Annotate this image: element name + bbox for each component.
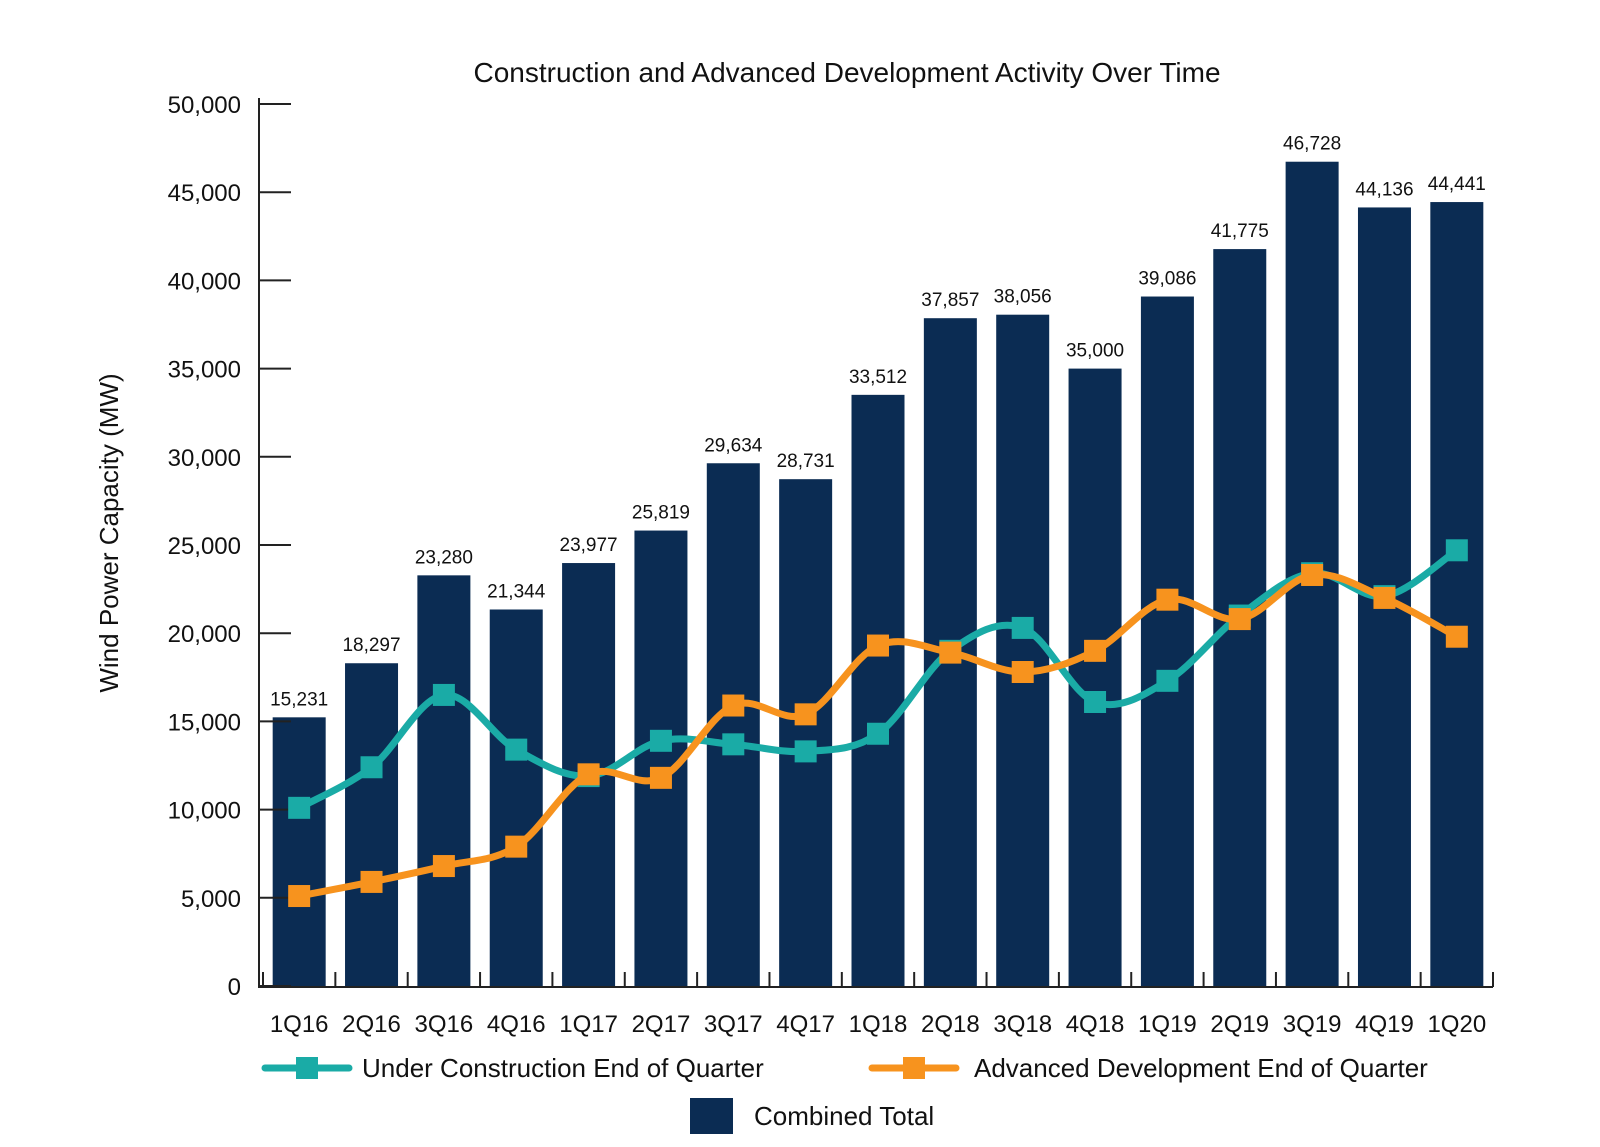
y-tick-label-50000: 50,000 [168, 92, 241, 119]
under-construction-end-of-quarter-marker-3q18 [1011, 616, 1034, 639]
x-tick-label-2q18: 2Q18 [921, 1011, 980, 1038]
x-tick-label-3q18: 3Q18 [993, 1011, 1052, 1038]
legend-label-under-construction-end-of-quarter: Under Construction End of Quarter [362, 1053, 764, 1083]
advanced-development-end-of-quarter-marker-3q18 [1011, 661, 1034, 684]
y-tick-label-30000: 30,000 [168, 445, 241, 472]
under-construction-end-of-quarter-marker-2q16 [360, 756, 383, 779]
bar-2q17 [634, 530, 688, 986]
advanced-development-end-of-quarter-marker-4q19 [1373, 586, 1396, 609]
bar-3q18 [996, 314, 1050, 987]
legend-swatch-combined-total [690, 1098, 733, 1134]
bar-3q17 [706, 463, 760, 986]
legend-marker-advanced-development-end-of-quarter [903, 1057, 925, 1079]
bar-1q18 [851, 394, 905, 986]
x-tick-label-1q20: 1Q20 [1427, 1011, 1486, 1038]
y-tick-label-10000: 10,000 [168, 798, 241, 825]
y-tick-label-40000: 40,000 [168, 268, 241, 295]
advanced-development-end-of-quarter-marker-1q18 [867, 634, 889, 657]
advanced-development-end-of-quarter-marker-3q16 [432, 855, 455, 878]
bar-value-label-2q19: 41,775 [1211, 221, 1269, 242]
under-construction-end-of-quarter-marker-3q16 [432, 683, 455, 706]
under-construction-end-of-quarter-marker-2q17 [649, 729, 672, 752]
x-tick-label-2q16: 2Q16 [342, 1011, 401, 1038]
x-tick-label-4q17: 4Q17 [776, 1011, 835, 1038]
x-tick-label-3q19: 3Q19 [1283, 1011, 1342, 1038]
under-construction-end-of-quarter-marker-4q17 [794, 740, 817, 763]
advanced-development-end-of-quarter-marker-4q17 [794, 703, 817, 726]
bar-value-label-2q18: 37,857 [921, 290, 979, 311]
x-tick-label-4q16: 4Q16 [487, 1011, 546, 1038]
under-construction-end-of-quarter-marker-1q18 [867, 722, 889, 745]
plot-area: 0 5,000 10,000 15,000 20,000 25,000 30,000 35,0… [168, 92, 1494, 1038]
advanced-development-end-of-quarter-marker-1q16 [288, 885, 311, 908]
bar-value-label-1q18: 33,512 [849, 367, 907, 388]
advanced-development-end-of-quarter-marker-4q18 [1084, 639, 1107, 662]
bar-value-label-3q17: 29,634 [704, 435, 763, 456]
bar-2q16 [345, 663, 399, 986]
x-tick-label-2q17: 2Q17 [632, 1011, 691, 1038]
advanced-development-end-of-quarter-marker-3q17 [722, 694, 745, 717]
bar-value-label-1q20: 44,441 [1428, 174, 1486, 195]
bar-4q17 [779, 479, 833, 986]
advanced-development-end-of-quarter-marker-4q16 [505, 835, 528, 858]
under-construction-end-of-quarter-marker-1q19 [1156, 669, 1179, 692]
advanced-development-end-of-quarter-marker-2q19 [1228, 608, 1251, 631]
chart-title: Construction and Advanced Development Ac… [473, 57, 1220, 88]
advanced-development-end-of-quarter-marker-3q19 [1301, 563, 1324, 586]
y-axis-label: Wind Power Capacity (MW) [94, 373, 124, 692]
legend-label-combined-total: Combined Total [754, 1101, 934, 1131]
advanced-development-end-of-quarter-marker-2q17 [649, 766, 672, 789]
advanced-development-end-of-quarter-marker-1q20 [1445, 625, 1468, 648]
advanced-development-end-of-quarter-marker-1q19 [1156, 588, 1179, 611]
x-tick-label-4q18: 4Q18 [1066, 1011, 1125, 1038]
x-tick-label-4q19: 4Q19 [1355, 1011, 1414, 1038]
bar-value-label-4q17: 28,731 [777, 451, 835, 472]
bar-value-label-3q16: 23,280 [415, 547, 473, 568]
bar-value-label-3q18: 38,056 [994, 287, 1052, 308]
y-tick-label-20000: 20,000 [168, 621, 241, 648]
y-tick-label-25000: 25,000 [168, 533, 241, 560]
bar-value-label-2q16: 18,297 [342, 635, 400, 656]
x-tick-label-1q19: 1Q19 [1138, 1011, 1197, 1038]
y-tick-label-45000: 45,000 [168, 180, 241, 207]
bar-value-label-1q17: 23,977 [560, 535, 618, 556]
x-tick-label-3q17: 3Q17 [704, 1011, 763, 1038]
x-tick-label-1q18: 1Q18 [849, 1011, 908, 1038]
bar-value-label-4q16: 21,344 [487, 581, 546, 602]
bar-value-label-2q17: 25,819 [632, 503, 690, 524]
bar-value-label-4q18: 35,000 [1066, 341, 1124, 362]
x-tick-label-1q17: 1Q17 [559, 1011, 618, 1038]
under-construction-end-of-quarter-marker-1q16 [288, 796, 311, 819]
bar-1q19 [1140, 296, 1194, 986]
bar-4q18 [1068, 368, 1122, 987]
x-tick-label-2q19: 2Q19 [1210, 1011, 1269, 1038]
under-construction-end-of-quarter-marker-3q17 [722, 733, 745, 756]
bar-1q20 [1430, 202, 1484, 986]
advanced-development-end-of-quarter-marker-2q16 [360, 870, 383, 893]
x-tick-label-1q16: 1Q16 [270, 1011, 329, 1038]
y-tick-label-0: 0 [228, 974, 241, 1001]
x-tick-label-3q16: 3Q16 [415, 1011, 474, 1038]
under-construction-end-of-quarter-marker-4q16 [505, 738, 528, 761]
y-tick-label-5000: 5,000 [181, 886, 241, 913]
under-construction-end-of-quarter-marker-4q18 [1084, 690, 1107, 713]
bar-value-label-1q19: 39,086 [1138, 269, 1196, 290]
bar-4q16 [489, 609, 543, 986]
bar-3q16 [417, 575, 471, 986]
bar-1q16 [272, 717, 326, 986]
advanced-development-end-of-quarter-marker-2q18 [939, 641, 962, 664]
bar-value-label-3q19: 46,728 [1283, 134, 1341, 155]
y-tick-label-15000: 15,000 [168, 709, 241, 736]
legend-marker-under-construction-end-of-quarter [296, 1057, 318, 1079]
under-construction-end-of-quarter-marker-1q20 [1445, 539, 1468, 562]
bar-value-label-1q16: 15,231 [270, 689, 328, 710]
bar-value-label-4q19: 44,136 [1355, 179, 1413, 200]
advanced-development-end-of-quarter-marker-1q17 [577, 763, 600, 786]
y-tick-label-35000: 35,000 [168, 357, 241, 384]
legend: Under Construction End of Quarter Advance… [261, 1053, 1428, 1134]
legend-label-advanced-development-end-of-quarter: Advanced Development End of Quarter [974, 1053, 1428, 1083]
